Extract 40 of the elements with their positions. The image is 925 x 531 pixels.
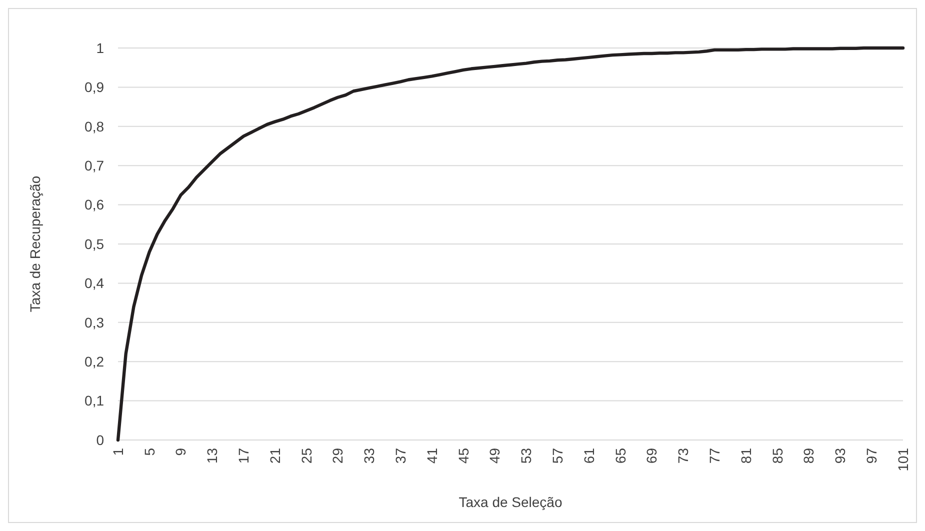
x-tick-label: 77 bbox=[706, 448, 722, 464]
x-tick-label: 89 bbox=[800, 448, 817, 464]
y-tick-label: 1 bbox=[96, 40, 104, 56]
y-tick-label: 0,7 bbox=[84, 158, 104, 174]
y-tick-label: 0,6 bbox=[84, 196, 104, 213]
x-tick-label: 45 bbox=[455, 448, 472, 464]
x-tick-label: 93 bbox=[832, 448, 848, 464]
x-axis-title: Taxa de Seleção bbox=[458, 494, 562, 510]
y-axis-title: Taxa de Recuperação bbox=[27, 176, 43, 312]
x-tick-label: 1 bbox=[110, 448, 126, 456]
x-tick-label: 57 bbox=[550, 448, 566, 464]
x-tick-label: 69 bbox=[644, 448, 660, 464]
x-tick-label: 101 bbox=[894, 448, 911, 472]
x-tick-label: 81 bbox=[738, 448, 754, 464]
y-tick-label: 0,8 bbox=[84, 118, 104, 134]
x-tick-label: 33 bbox=[361, 448, 378, 464]
x-tick-label: 13 bbox=[204, 448, 220, 464]
x-tick-label: 21 bbox=[266, 448, 283, 464]
line-series bbox=[116, 46, 905, 442]
x-tick-label: 61 bbox=[580, 448, 597, 464]
x-tick-label: 53 bbox=[518, 448, 534, 464]
y-tick-label: 0 bbox=[96, 432, 104, 448]
x-tick-label: 41 bbox=[424, 448, 440, 464]
x-tick-label: 17 bbox=[236, 448, 252, 464]
y-tick-label: 0,1 bbox=[84, 392, 104, 409]
x-tick-label: 9 bbox=[172, 448, 189, 456]
y-tick-label: 0,4 bbox=[84, 275, 104, 292]
x-tick-label: 37 bbox=[392, 448, 408, 464]
y-tick-label: 0,5 bbox=[84, 236, 104, 252]
y-tick-label: 0,2 bbox=[84, 354, 104, 370]
y-tick-label: 0,9 bbox=[84, 79, 104, 96]
x-tick-label: 97 bbox=[864, 448, 880, 464]
x-tick-label: 73 bbox=[675, 448, 692, 464]
x-tick-label: 29 bbox=[330, 448, 346, 464]
x-tick-label: 25 bbox=[298, 448, 314, 464]
x-tick-label: 85 bbox=[769, 448, 786, 464]
x-tick-label: 5 bbox=[141, 448, 158, 456]
x-tick-label: 65 bbox=[612, 448, 628, 464]
x-tick-label: 49 bbox=[486, 448, 503, 464]
y-tick-label: 0,3 bbox=[84, 314, 104, 330]
